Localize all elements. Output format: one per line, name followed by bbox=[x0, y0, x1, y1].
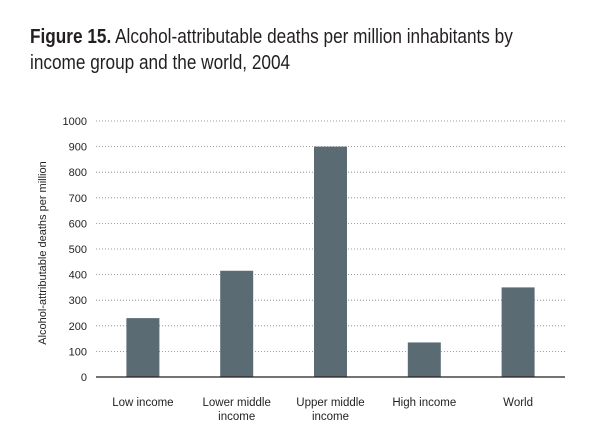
y-tick-label: 700 bbox=[69, 193, 87, 205]
y-tick-label: 0 bbox=[81, 372, 87, 384]
x-category-label: Lower middle income bbox=[202, 397, 270, 423]
x-category-label: Upper middle income bbox=[296, 397, 364, 423]
y-tick-label: 900 bbox=[69, 142, 87, 154]
bar bbox=[501, 287, 535, 377]
axis-labels: 0 100 200 300 400 500 600 700 800 900 1000 Low inco… bbox=[37, 116, 533, 423]
x-category-label-line: Upper middle bbox=[296, 397, 364, 409]
x-category-label-line: Lower middle bbox=[202, 397, 270, 409]
x-category-label-line: High income bbox=[392, 397, 456, 409]
y-tick-label: 400 bbox=[69, 270, 87, 282]
x-category-label-line: World bbox=[503, 397, 533, 409]
x-category-label-line: Low income bbox=[112, 397, 173, 409]
y-tick-label: 200 bbox=[69, 321, 87, 333]
bars bbox=[126, 146, 535, 377]
x-category-label: High income bbox=[392, 397, 456, 409]
x-category-label-line: income bbox=[218, 411, 255, 423]
bar bbox=[126, 318, 160, 377]
figure-title: Figure 15. Alcohol-attributable deaths p… bbox=[30, 24, 513, 76]
figure-number: Figure 15. bbox=[30, 26, 112, 48]
x-category-label: World bbox=[503, 397, 533, 409]
y-tick-label: 800 bbox=[69, 167, 87, 179]
y-tick-label: 100 bbox=[69, 346, 87, 358]
x-category-label-line: income bbox=[312, 411, 349, 423]
y-tick-label: 500 bbox=[69, 244, 87, 256]
y-tick-label: 300 bbox=[69, 295, 87, 307]
y-axis-title: Alcohol-attributable deaths per million bbox=[37, 161, 49, 344]
figure-title-line-1: Alcohol-attributable deaths per million … bbox=[115, 26, 513, 48]
bar bbox=[314, 146, 347, 377]
bar bbox=[220, 270, 254, 377]
y-tick-label: 600 bbox=[69, 218, 87, 230]
bar bbox=[407, 342, 441, 377]
y-tick-label: 1000 bbox=[63, 116, 87, 128]
x-category-label: Low income bbox=[112, 397, 173, 409]
figure-title-line-2: income group and the world, 2004 bbox=[30, 52, 291, 74]
